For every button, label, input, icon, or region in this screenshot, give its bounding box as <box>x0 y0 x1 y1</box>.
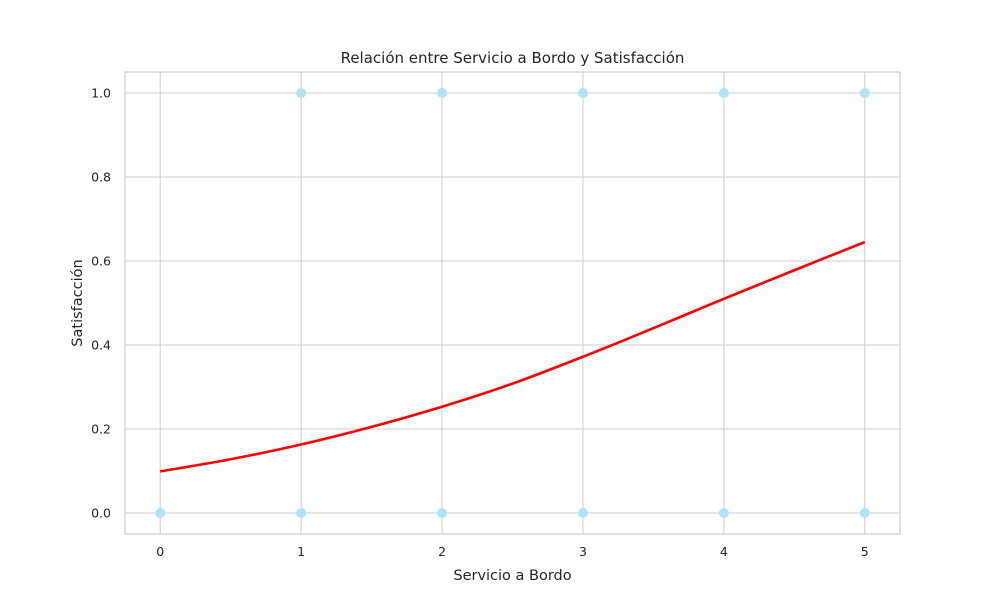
fit-curve-line <box>160 240 866 473</box>
scatter-point <box>437 508 448 518</box>
y-tick-label: 0.2 <box>91 422 111 437</box>
tick-labels: 0 1 2 3 4 5 0.0 0.2 0.4 0.6 0.8 1.0 <box>91 86 869 560</box>
y-tick-label: 1.0 <box>91 86 111 101</box>
x-tick-label: 4 <box>720 544 728 559</box>
y-tick-label: 0.0 <box>91 506 111 521</box>
x-tick-label: 1 <box>297 544 305 559</box>
scatter-point <box>155 508 166 518</box>
y-tick-label: 0.6 <box>91 254 111 269</box>
scatter-point <box>437 88 448 98</box>
scatter-point <box>577 88 588 98</box>
scatter-point <box>296 508 307 518</box>
scatter-point <box>296 88 307 98</box>
scatter-point <box>859 508 870 518</box>
scatter-point <box>577 508 588 518</box>
x-tick-label: 5 <box>861 544 869 559</box>
x-tick-label: 3 <box>579 544 587 559</box>
y-tick-label: 0.4 <box>91 338 111 353</box>
scatter-point <box>859 88 870 98</box>
scatter-point <box>718 508 729 518</box>
chart-title: Relación entre Servicio a Bordo y Satisf… <box>341 49 685 67</box>
x-tick-label: 2 <box>438 544 446 559</box>
plot-marks <box>155 88 870 518</box>
y-tick-label: 0.8 <box>91 170 111 185</box>
grid-lines <box>125 72 900 534</box>
scatter-point <box>718 88 729 98</box>
y-axis-label: Satisfacción <box>70 259 86 346</box>
plot-frame <box>124 71 901 535</box>
x-axis-label: Servicio a Bordo <box>453 568 571 584</box>
x-tick-label: 0 <box>156 544 164 559</box>
